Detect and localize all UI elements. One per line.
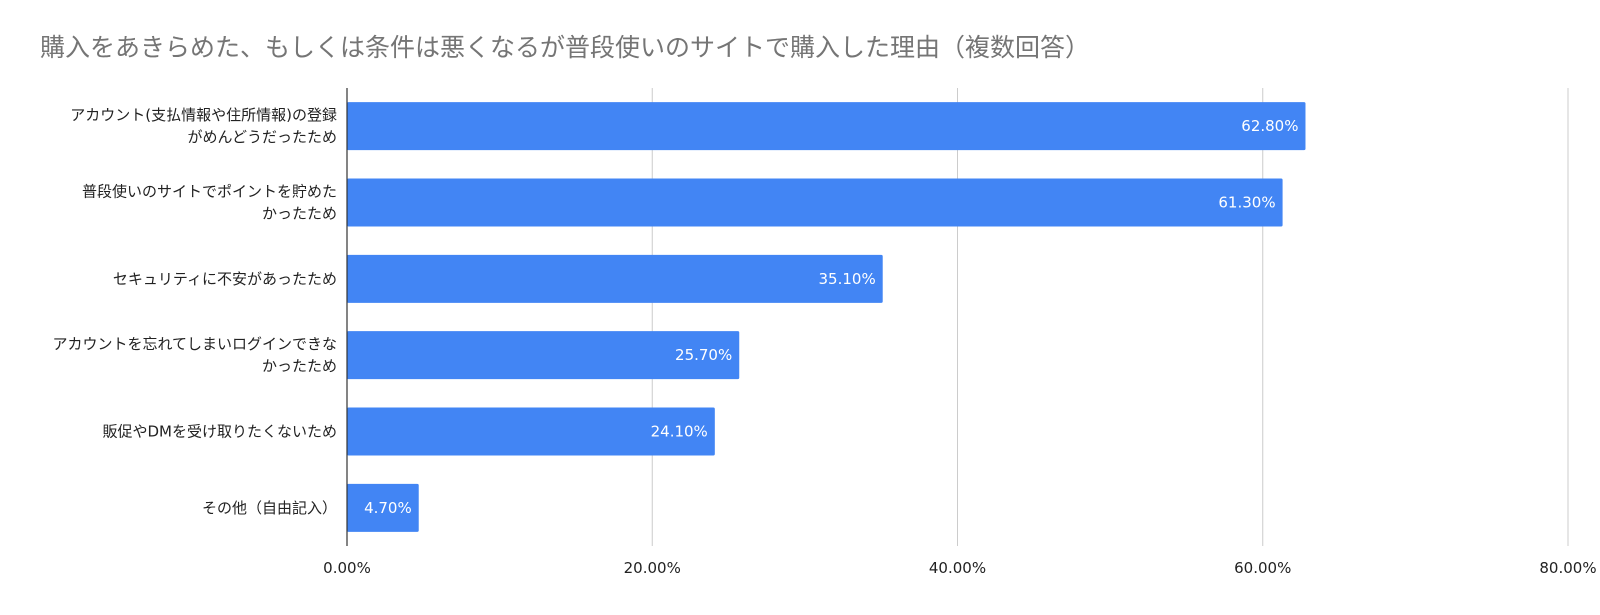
data-label: 61.30% <box>1218 194 1275 212</box>
category-label: がめんどうだったため <box>187 128 337 146</box>
category-label: アカウント(支払情報や住所情報)の登録 <box>70 106 337 124</box>
x-tick-label: 0.00% <box>323 559 371 577</box>
x-tick-label: 80.00% <box>1539 559 1596 577</box>
data-label: 35.10% <box>819 270 876 288</box>
bar <box>347 483 419 532</box>
bar <box>347 331 740 380</box>
gridlines <box>651 88 1569 546</box>
bar <box>347 407 715 456</box>
category-label: その他（自由記入） <box>202 499 337 517</box>
category-label: 普段使いのサイトでポイントを貯めた <box>82 183 337 201</box>
data-label: 4.70% <box>364 499 412 517</box>
data-label: 62.80% <box>1241 117 1298 135</box>
category-label: かったため <box>262 357 337 375</box>
bars <box>347 102 1306 532</box>
x-tick-label: 20.00% <box>624 559 681 577</box>
bar <box>347 178 1283 227</box>
bar <box>347 254 883 303</box>
category-label: かったため <box>262 205 337 223</box>
x-tick-label: 60.00% <box>1234 559 1291 577</box>
data-label: 24.10% <box>651 423 708 441</box>
labels: 0.00% 20.00% 40.00% 60.00% 80.00% 62.80% アカウント… <box>52 106 1596 577</box>
x-tick-label: 40.00% <box>929 559 986 577</box>
category-label: セキュリティに不安があったため <box>113 270 337 288</box>
category-label: 販促やDMを受け取りたくないため <box>103 423 338 441</box>
chart-title: 購入をあきらめた、もしくは条件は悪くなるが普段使いのサイトで購入した理由（複数回… <box>40 33 1091 62</box>
bar <box>347 102 1306 151</box>
category-label: アカウントを忘れてしまいログインできな <box>52 335 337 353</box>
data-label: 25.70% <box>675 346 732 364</box>
